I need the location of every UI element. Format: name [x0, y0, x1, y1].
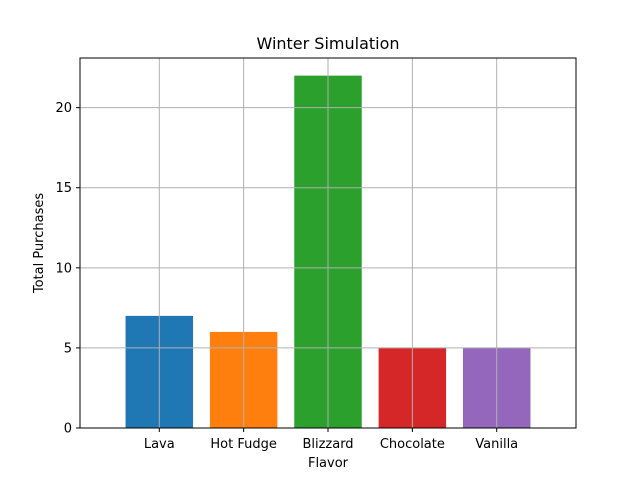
x-tick-label: Hot Fudge — [210, 437, 276, 452]
x-tick-label: Lava — [144, 437, 175, 452]
chart-title: Winter Simulation — [256, 34, 399, 53]
x-tick-label: Vanilla — [475, 437, 518, 452]
y-tick-label: 5 — [64, 341, 72, 356]
y-tick-label: 10 — [55, 261, 72, 276]
y-tick-label: 20 — [55, 101, 72, 116]
y-tick-label: 0 — [64, 422, 72, 437]
y-axis-ticks: 0 5 10 15 20 — [55, 101, 80, 437]
x-tick-label: Blizzard — [302, 437, 353, 452]
x-tick-label: Chocolate — [380, 437, 445, 452]
y-tick-label: 15 — [55, 181, 72, 196]
x-axis-ticks: Lava Hot Fudge Blizzard Chocolate Vanilla — [144, 428, 518, 452]
y-axis-label: Total Purchases — [32, 193, 47, 295]
x-axis-label: Flavor — [308, 456, 349, 471]
